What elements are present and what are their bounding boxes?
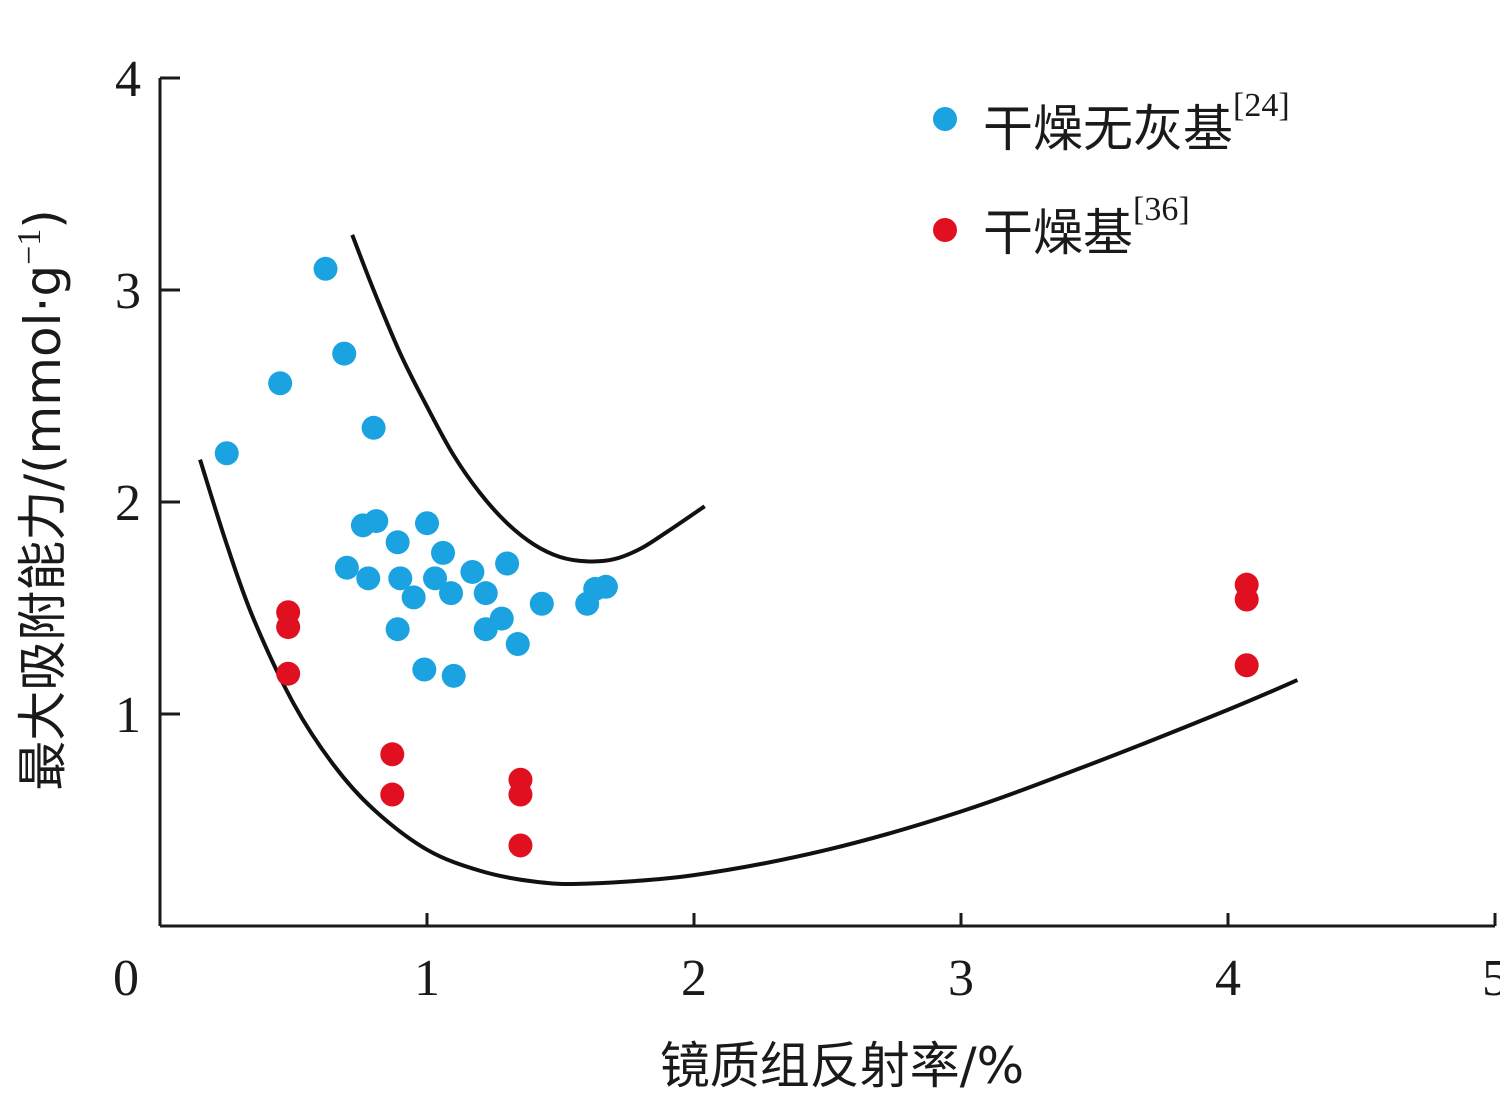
y-axis-title-main: 最大吸附能力/(mmol·g bbox=[14, 265, 72, 791]
point-series-1 bbox=[385, 617, 410, 642]
lower-envelope-curve bbox=[198, 458, 1299, 887]
point-series-1 bbox=[361, 415, 386, 440]
upper-envelope-curve bbox=[350, 234, 706, 564]
point-series-2 bbox=[276, 615, 301, 640]
legend-label-series-1: 干燥无灰基[24] bbox=[983, 87, 1290, 158]
point-series-1 bbox=[473, 581, 498, 606]
point-series-1 bbox=[495, 551, 520, 576]
y-axis-title-close: ) bbox=[14, 209, 72, 229]
point-series-1 bbox=[529, 591, 554, 616]
point-series-2 bbox=[380, 782, 405, 807]
x-axis-title: 镜质组反射率/% bbox=[660, 1037, 1024, 1094]
y-axis-title: 最大吸附能力/(mmol·g−1) bbox=[11, 209, 72, 791]
ticks: 0 1 2 3 4 5 1 2 3 4 bbox=[113, 51, 1500, 1007]
x-tick-label: 3 bbox=[948, 950, 974, 1007]
y-tick-label: 3 bbox=[115, 263, 141, 320]
legend-ref-series-2: [36] bbox=[1133, 191, 1190, 228]
point-series-1 bbox=[489, 606, 514, 631]
legend-marker-series-2 bbox=[933, 218, 957, 242]
envelope-curves bbox=[198, 234, 1299, 887]
point-series-1 bbox=[439, 581, 464, 606]
point-series-1 bbox=[332, 341, 357, 366]
point-series-1 bbox=[505, 632, 530, 657]
point-series-2 bbox=[508, 833, 533, 858]
point-series-2 bbox=[1234, 587, 1259, 612]
y-axis-title-sup: −1 bbox=[11, 229, 48, 265]
x-tick-label: 1 bbox=[414, 950, 440, 1007]
point-series-1 bbox=[460, 559, 485, 584]
point-series-1 bbox=[268, 371, 293, 396]
point-series-2 bbox=[1234, 653, 1259, 678]
point-series-2 bbox=[508, 782, 533, 807]
legend: 干燥无灰基[24] 干燥基[36] bbox=[933, 87, 1290, 262]
x-tick-label: 4 bbox=[1215, 950, 1241, 1007]
point-series-2 bbox=[380, 742, 405, 767]
point-series-1 bbox=[214, 441, 239, 466]
point-series-1 bbox=[364, 509, 389, 534]
legend-ref-series-1: [24] bbox=[1233, 87, 1290, 124]
point-series-2 bbox=[276, 661, 301, 686]
point-series-1 bbox=[423, 566, 448, 591]
x-tick-label: 5 bbox=[1482, 950, 1500, 1007]
y-tick-label: 1 bbox=[115, 687, 141, 744]
point-series-1 bbox=[385, 530, 410, 555]
point-series-1 bbox=[388, 566, 413, 591]
point-series-1 bbox=[356, 566, 381, 591]
x-tick-label: 2 bbox=[681, 950, 707, 1007]
point-series-1 bbox=[401, 585, 426, 610]
point-series-1 bbox=[431, 540, 456, 565]
legend-name-series-1: 干燥无灰基 bbox=[983, 100, 1233, 158]
point-series-1 bbox=[593, 574, 618, 599]
y-tick-label: 2 bbox=[115, 475, 141, 532]
point-series-1 bbox=[441, 663, 466, 688]
data-points bbox=[214, 256, 1259, 858]
point-series-1 bbox=[412, 657, 437, 682]
x-tick-label: 0 bbox=[113, 950, 139, 1007]
legend-name-series-2: 干燥基 bbox=[983, 204, 1133, 262]
point-series-1 bbox=[334, 555, 359, 580]
point-series-1 bbox=[313, 256, 338, 281]
legend-marker-series-1 bbox=[933, 107, 957, 131]
legend-label-series-2: 干燥基[36] bbox=[983, 191, 1190, 262]
point-series-1 bbox=[415, 511, 439, 536]
y-tick-label: 4 bbox=[115, 51, 141, 108]
